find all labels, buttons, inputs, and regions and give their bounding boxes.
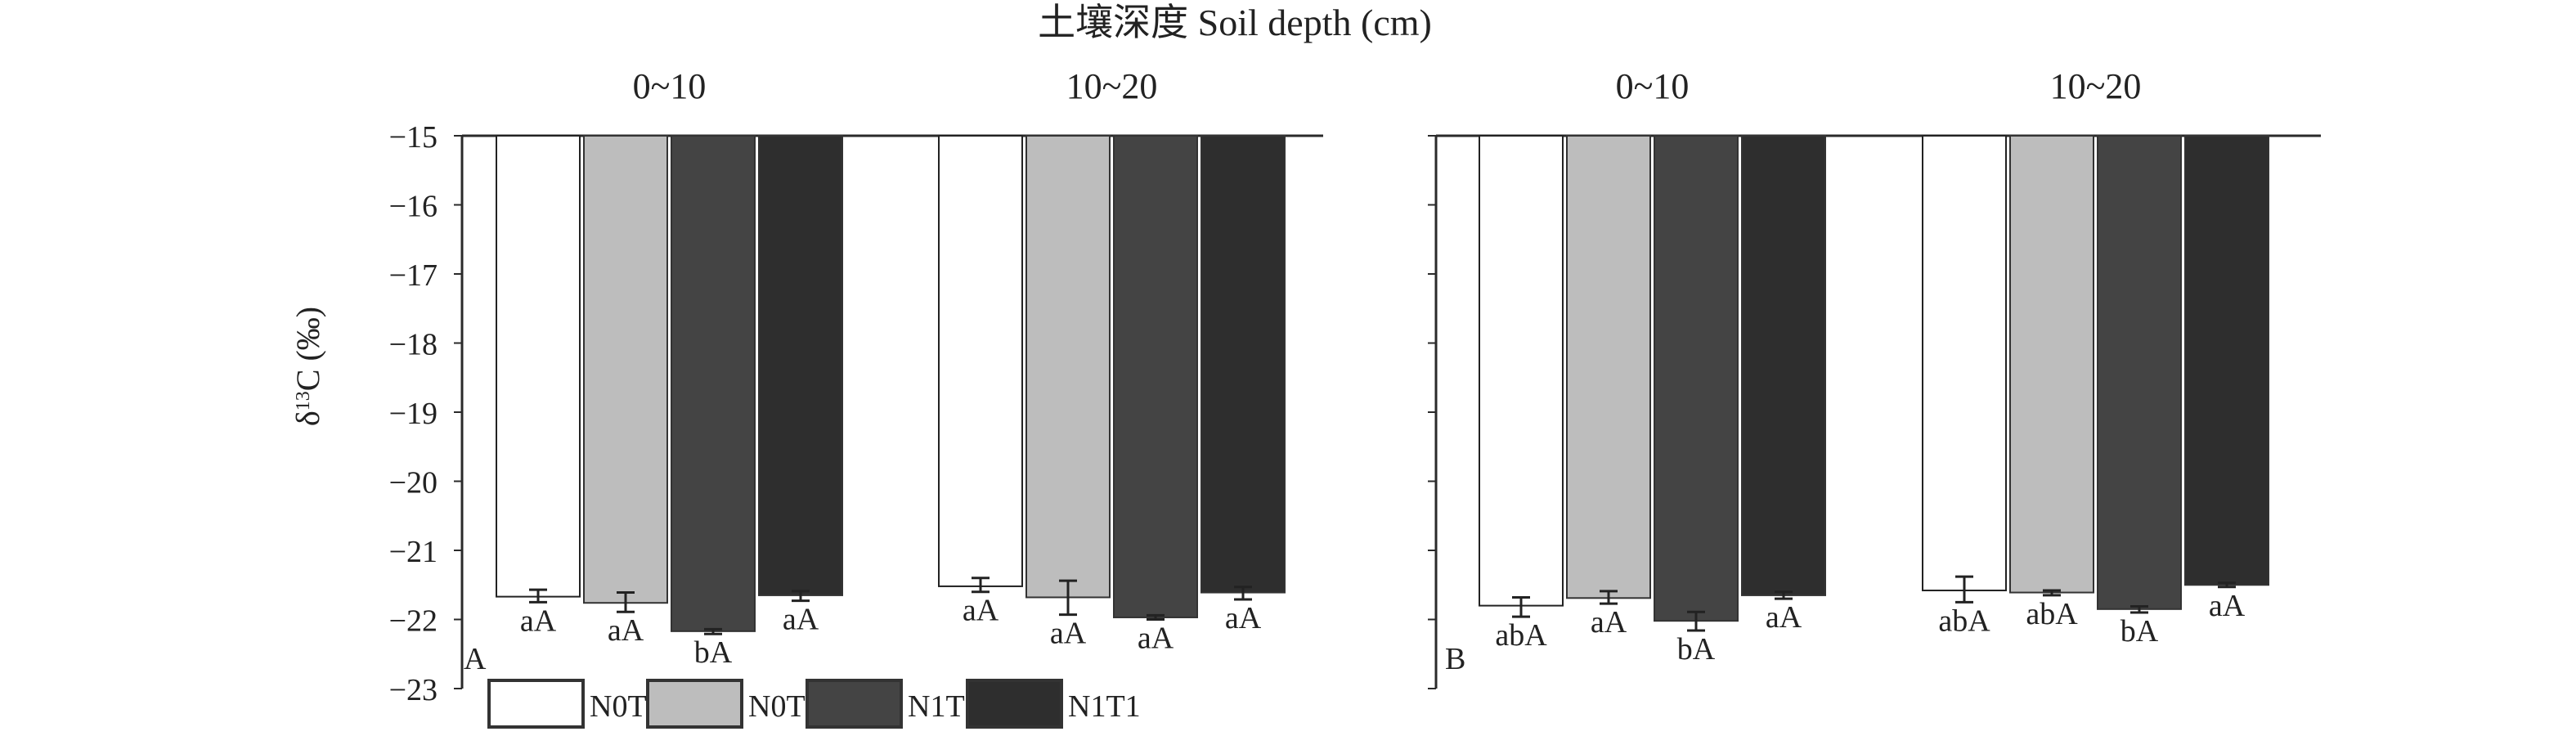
- legend-swatch: [806, 679, 903, 729]
- panel-a: −15 −16 −17 −18 −19 −20 −21 −22 −23 A 0~10 aA aA bA aA…: [389, 66, 1323, 707]
- group-10-20: 10~20 abA abA bA aA: [1922, 66, 2269, 648]
- group-10-20: 10~20 aA aA aA aA: [938, 66, 1286, 656]
- legend-swatch: [966, 679, 1063, 729]
- legend-swatch: [487, 679, 585, 729]
- bar-n1t1: [1741, 135, 1826, 596]
- bar-n0t0: [938, 135, 1023, 587]
- y-axis-label-superscript: 13: [293, 391, 314, 411]
- y-tick-label: −15: [389, 120, 438, 155]
- bar-annotation: aA: [608, 613, 644, 648]
- bar-n0t0: [1922, 135, 2007, 592]
- y-tick-label: −23: [389, 673, 438, 707]
- y-tick-label: −17: [389, 258, 438, 293]
- legend-swatch: [646, 679, 743, 729]
- bar-n0t1: [2009, 135, 2094, 594]
- bar-n1t1: [758, 135, 843, 596]
- bar-n0t0: [1479, 135, 1564, 607]
- bar-n1t1: [2184, 135, 2269, 586]
- bar-n0t1: [583, 135, 668, 604]
- group-label: 10~20: [1066, 66, 1158, 106]
- bar-n1t0: [1654, 135, 1739, 622]
- chart-title: 土壤深度 Soil depth (cm): [1038, 2, 1432, 43]
- y-tick-label: −19: [389, 397, 438, 431]
- group-label: 0~10: [1616, 66, 1690, 106]
- chart-panels: −15 −16 −17 −18 −19 −20 −21 −22 −23 A 0~10 aA aA bA aA…: [389, 66, 2321, 707]
- group-label: 0~10: [633, 66, 707, 106]
- legend-label: N1T1: [1068, 689, 1141, 724]
- bar-annotation: bA: [2120, 614, 2159, 648]
- legend: N0T0 N0T1 N1T0 N1T1: [487, 679, 1141, 729]
- bar-n0t1: [1566, 135, 1651, 599]
- group-0-10: 0~10 aA aA bA aA: [496, 66, 843, 670]
- y-axis-label-suffix: C (‰): [289, 307, 326, 391]
- bar-n1t0: [1113, 135, 1198, 618]
- group-0-10: 0~10 abA aA bA aA: [1479, 66, 1826, 666]
- legend-item-n0t1: N0T1: [646, 679, 821, 729]
- panel-b: B 0~10 abA aA bA aA 10~20 abA abA bA aA: [1428, 66, 2321, 689]
- bar-annotation: aA: [1225, 601, 1262, 635]
- bar-annotation: abA: [1938, 604, 1990, 638]
- bar-annotation: abA: [2026, 597, 2078, 631]
- bar-annotation: aA: [963, 594, 999, 628]
- bar-annotation: aA: [1138, 622, 1174, 656]
- bar-n0t0: [496, 135, 581, 598]
- bar-annotation: aA: [1591, 605, 1627, 640]
- bar-n1t1: [1200, 135, 1286, 594]
- panel-label-b: B: [1445, 642, 1465, 676]
- bar-n1t0: [671, 135, 756, 632]
- bar-n1t0: [2097, 135, 2182, 610]
- y-tick-label: −20: [389, 466, 438, 500]
- bar-annotation: aA: [2209, 589, 2246, 623]
- y-tick-label: −16: [389, 190, 438, 224]
- y-tick-label: −21: [389, 535, 438, 569]
- y-tick-label: −18: [389, 328, 438, 362]
- bar-annotation: aA: [1050, 617, 1087, 651]
- bar-annotation: bA: [694, 635, 733, 670]
- y-axis-label-prefix: δ: [289, 411, 326, 426]
- bar-annotation: aA: [1766, 600, 1802, 635]
- panel-label-a: A: [464, 642, 487, 676]
- bar-annotation: bA: [1677, 632, 1716, 666]
- legend-item-n1t1: N1T1: [966, 679, 1141, 729]
- bar-annotation: aA: [520, 604, 557, 638]
- y-tick-label: −22: [389, 604, 438, 639]
- legend-item-n1t0: N1T0: [806, 679, 981, 729]
- bar-annotation: abA: [1495, 618, 1547, 653]
- bar-annotation: aA: [783, 603, 819, 637]
- legend-item-n0t0: N0T0: [487, 679, 662, 729]
- y-axis-label: δ13C (‰): [289, 307, 326, 426]
- group-label: 10~20: [2050, 66, 2142, 106]
- bar-n0t1: [1025, 135, 1111, 599]
